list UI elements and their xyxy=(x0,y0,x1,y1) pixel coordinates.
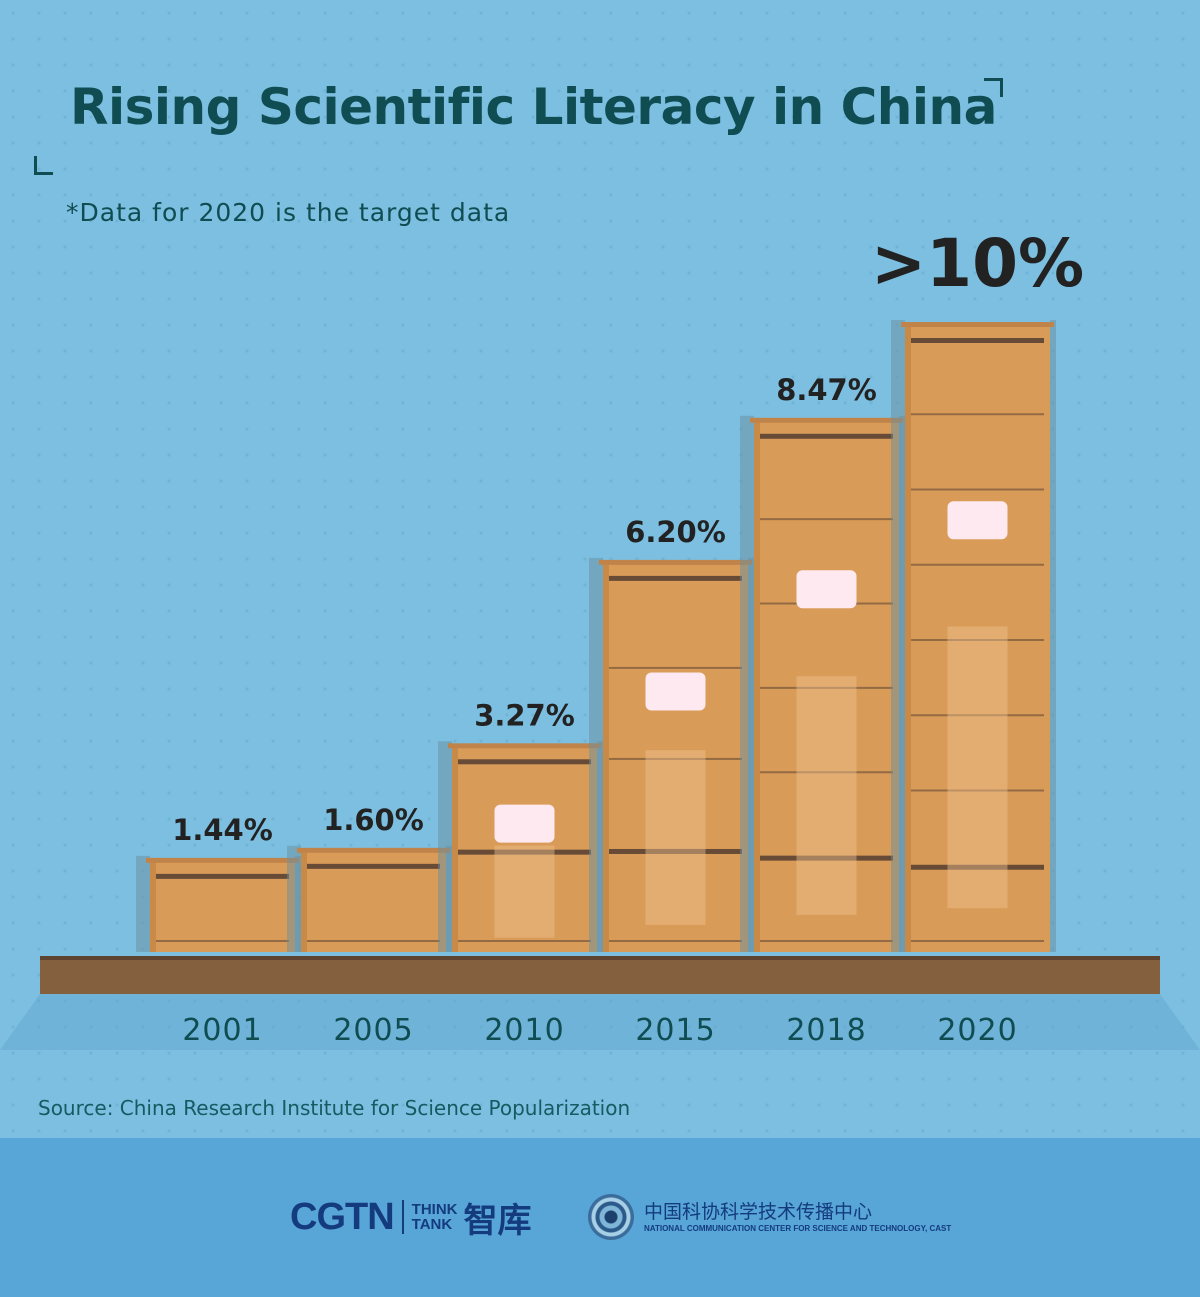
bar-2010-value-label: 3.27% xyxy=(474,698,575,732)
bar-2020-year-label: 2020 xyxy=(937,1013,1017,1048)
bar-2018-window xyxy=(796,676,857,915)
bar-2001-side xyxy=(150,861,156,952)
bar-2020-stripe xyxy=(911,639,1044,641)
bar-2015-stripe xyxy=(609,666,742,669)
bar-2001-left-post xyxy=(136,855,150,952)
corner-bracket-top-right xyxy=(984,78,1003,97)
bar-2005-stripe xyxy=(307,940,440,942)
cast-name-english: NATIONAL COMMUNICATION CENTER FOR SCIENC… xyxy=(644,1224,952,1233)
shelf xyxy=(40,956,1160,994)
bar-2005-stripe xyxy=(307,863,440,869)
bar-2018-stripe xyxy=(760,771,893,774)
bar-2001-stripe xyxy=(156,940,289,942)
bar-2015-stripe xyxy=(609,848,742,854)
bar-2015-stripe xyxy=(609,940,742,942)
bar-2015-window xyxy=(645,750,706,925)
bar-2015-label-tag xyxy=(645,672,706,711)
cast-logo-icon xyxy=(588,1194,634,1240)
bar-chart: 1.44% 2001 1.60% 2005 3.27% 2010 6.20% 2015 8.47… xyxy=(0,225,1200,1050)
bar-2010-stripe xyxy=(458,940,591,942)
bar-2018-stripe xyxy=(760,855,893,861)
brand-zhiku: 智库 xyxy=(463,1200,532,1241)
page-title: Rising Scientific Literacy in China xyxy=(70,78,997,136)
bar-2020-stripe xyxy=(911,940,1044,942)
bar-2020-side xyxy=(905,326,911,952)
bar-2020-window xyxy=(947,626,1008,909)
bar-2020-stripe xyxy=(911,413,1044,416)
bar-2018-stripe xyxy=(760,940,893,942)
source-note: Source: China Research Institute for Sci… xyxy=(38,1096,631,1120)
brand-think-text: THINK xyxy=(411,1201,458,1218)
bar-2018-left-post xyxy=(740,415,754,952)
brand-think-tank: THINK TANK xyxy=(412,1202,458,1232)
bar-2005-left-post xyxy=(287,845,301,952)
bar-2015-left-post xyxy=(589,557,603,952)
bar-2005-side xyxy=(301,851,307,952)
bar-2001-stripe xyxy=(156,873,289,879)
cgtn-think-tank-logo: CGTN THINK TANK 智库 xyxy=(290,1192,531,1242)
bar-2015-side xyxy=(603,563,609,952)
bar-2020-right-post xyxy=(1050,320,1056,952)
bar-2020-stripe xyxy=(911,714,1044,717)
brand-tank-text: TANK xyxy=(411,1216,453,1233)
bar-2020-label-tag xyxy=(947,501,1008,540)
bar-2010-side xyxy=(452,747,458,952)
bar-2020-stripe xyxy=(911,338,1044,343)
bar-2015-stripe xyxy=(609,575,742,581)
bar-2018-stripe xyxy=(760,686,893,689)
bar-2018-value-label: 8.47% xyxy=(776,373,877,407)
bar-2010-left-post xyxy=(438,741,452,952)
bar-2018-stripe xyxy=(760,518,893,521)
bar-2005-value-label: 1.60% xyxy=(323,803,424,837)
bar-2020-stripe xyxy=(911,563,1044,566)
bar-2015-value-label: 6.20% xyxy=(625,515,726,549)
target-data-note: *Data for 2020 is the target data xyxy=(66,198,511,227)
bar-2010-lid xyxy=(448,743,601,749)
bar-2010-year-label: 2010 xyxy=(484,1013,564,1048)
bar-2015-year-label: 2015 xyxy=(635,1013,715,1048)
bar-2020-stripe xyxy=(911,864,1044,870)
brand-divider xyxy=(401,1200,404,1234)
brand-cgtn: CGTN xyxy=(290,1195,395,1238)
bar-2018-lid xyxy=(750,417,903,423)
bar-2018-label-tag xyxy=(796,570,857,609)
bar-2015-stripe xyxy=(609,757,742,760)
bar-2001-lid xyxy=(146,857,299,863)
bar-2020-stripe xyxy=(911,488,1044,491)
bar-2018-side xyxy=(754,421,760,952)
shelf-edge xyxy=(40,956,1160,960)
bar-2020-stripe xyxy=(911,789,1044,792)
cast-name-chinese: 中国科协科学技术传播中心 xyxy=(644,1201,873,1223)
shelf-shadow xyxy=(0,994,1200,1050)
bar-2001-year-label: 2001 xyxy=(182,1013,262,1048)
bar-2020-lid xyxy=(901,322,1054,327)
bar-2010-window xyxy=(494,845,555,938)
bar-2001-value-label: 1.44% xyxy=(172,813,273,847)
bar-2005-lid xyxy=(297,847,450,853)
bar-2010-label-tag xyxy=(494,804,555,843)
corner-bracket-bottom-left xyxy=(34,156,53,175)
bar-2020-value-label: >10% xyxy=(871,225,1084,302)
bar-2005-year-label: 2005 xyxy=(333,1013,413,1048)
bar-2010-stripe xyxy=(458,759,591,765)
bar-2018-year-label: 2018 xyxy=(786,1013,866,1048)
bar-2018-stripe xyxy=(760,433,893,439)
bar-2015-lid xyxy=(599,559,752,565)
bar-2010-stripe xyxy=(458,849,591,855)
bar-2020-left-post xyxy=(891,320,905,952)
